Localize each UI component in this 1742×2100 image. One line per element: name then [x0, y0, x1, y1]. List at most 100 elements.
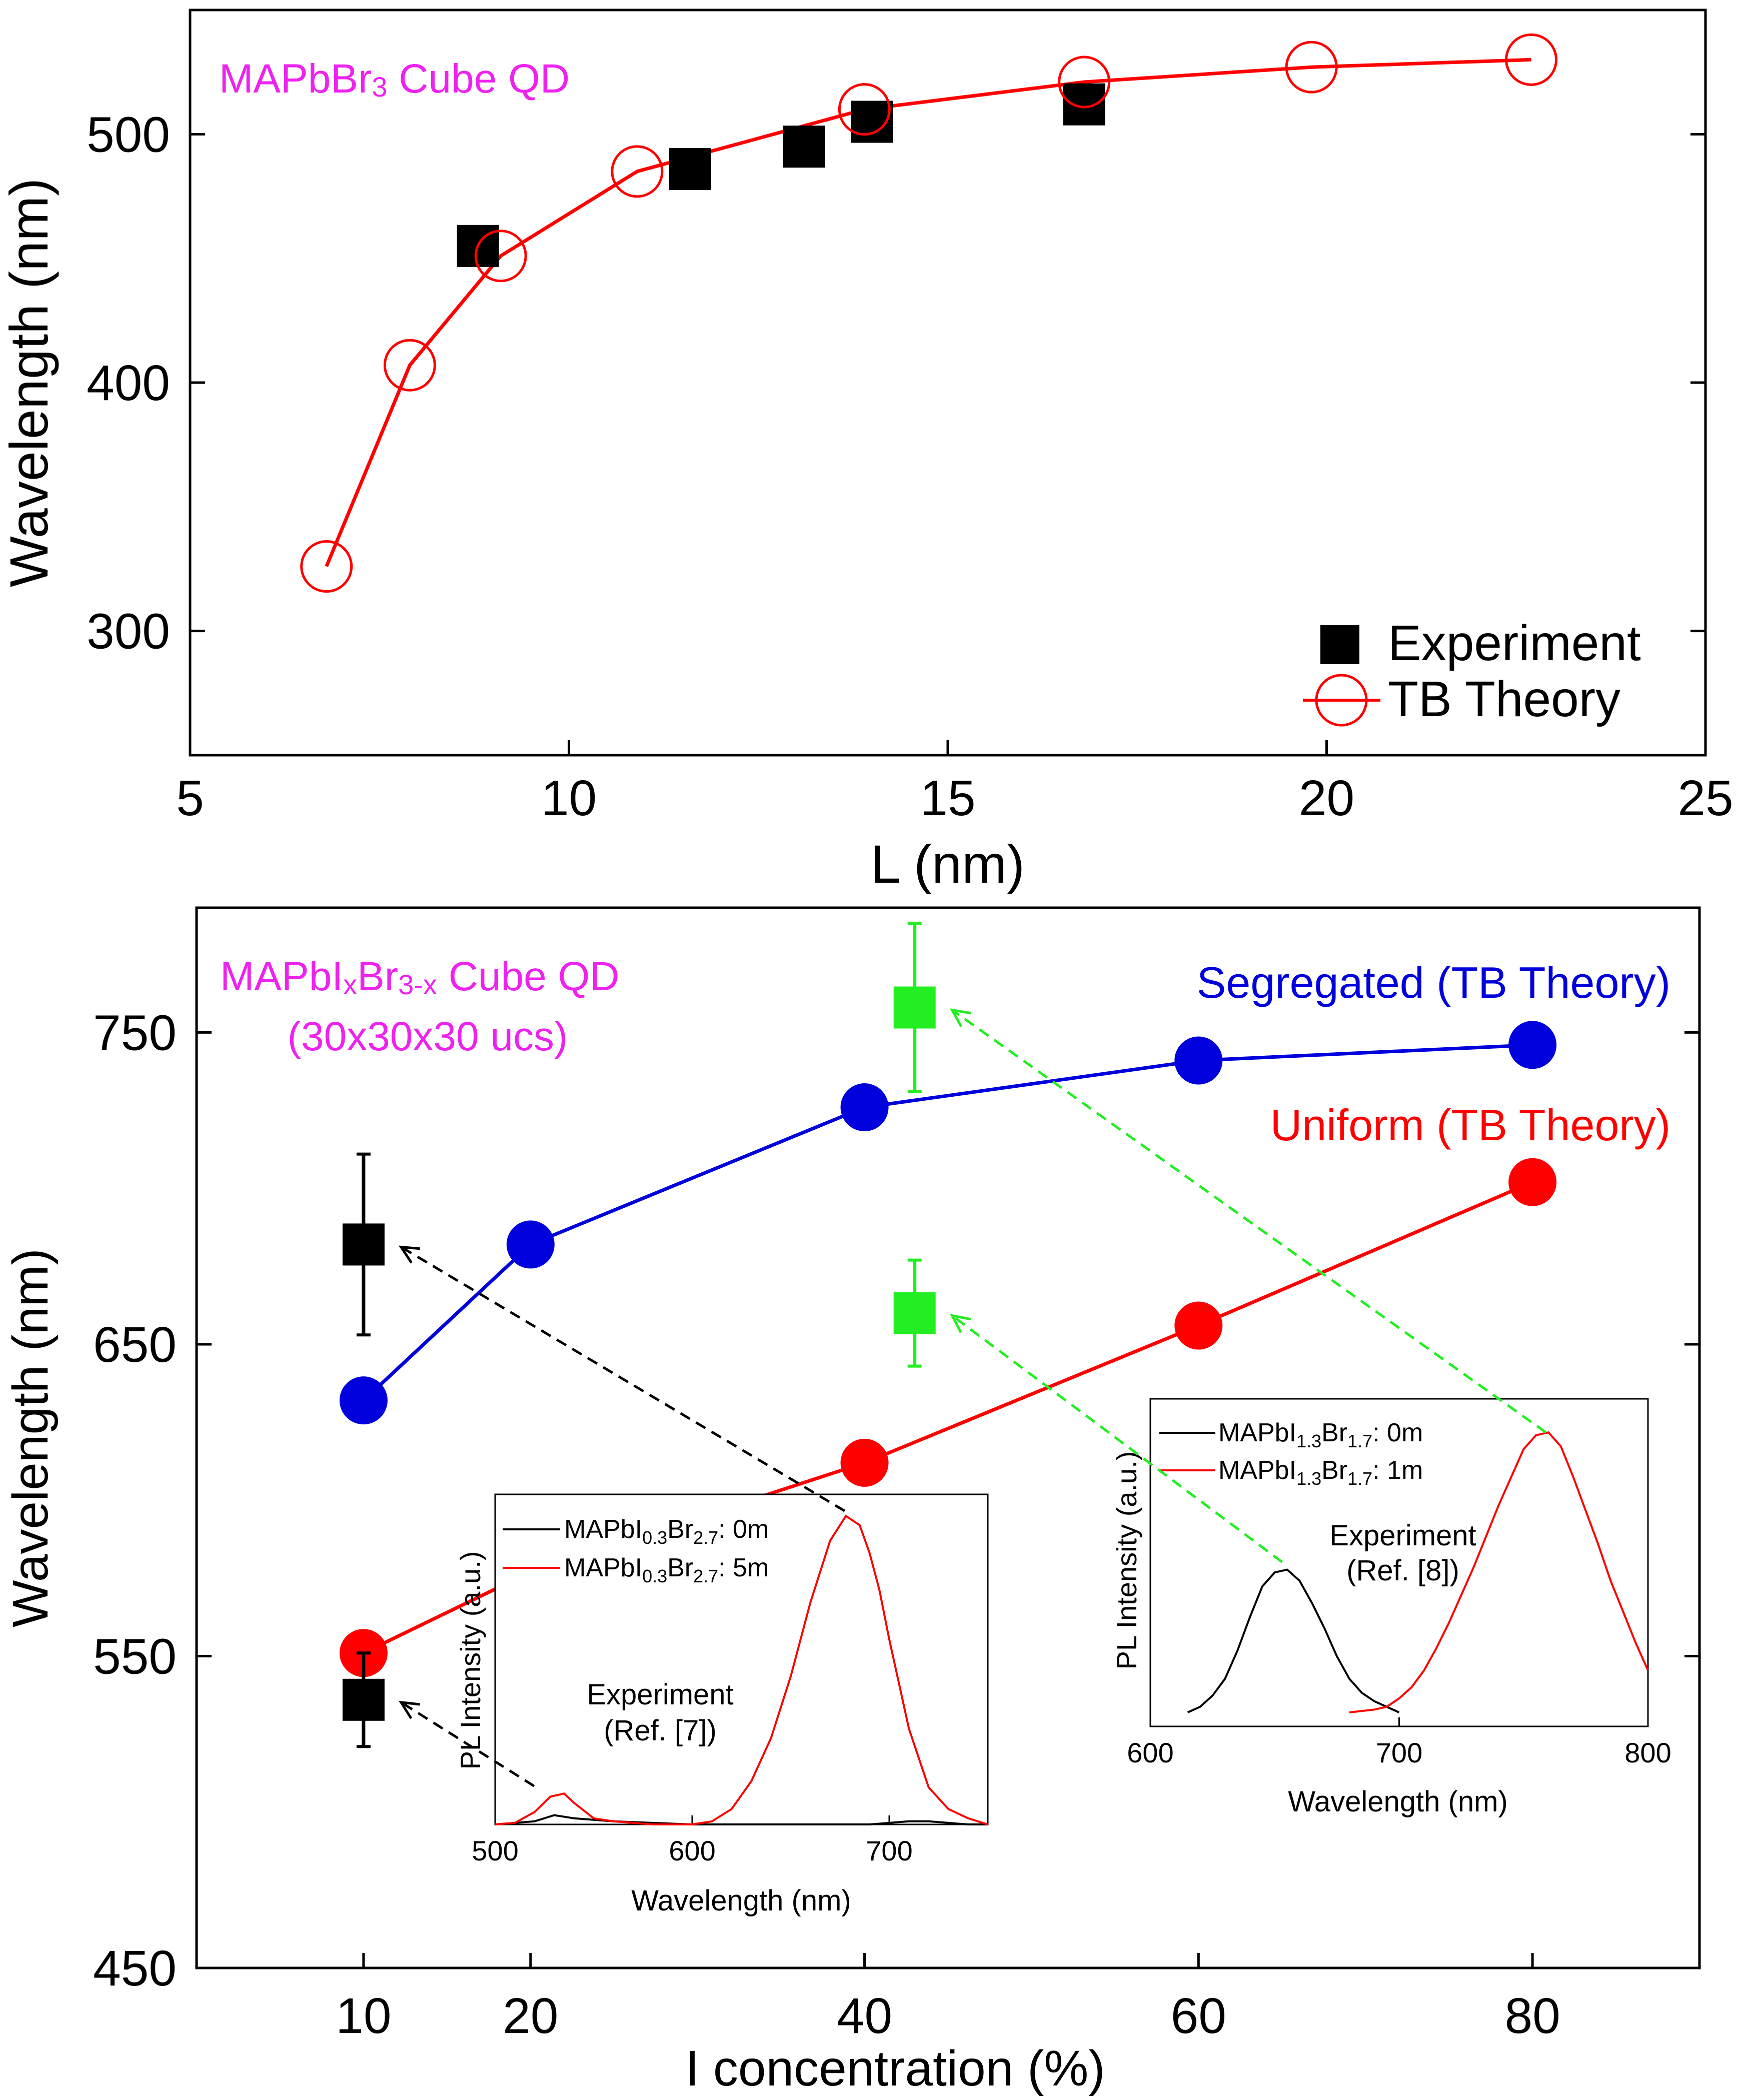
tb-theory-point	[838, 83, 891, 136]
inset2-annotation-line2: (Ref. [8])	[1346, 1554, 1459, 1587]
tb-theory-point	[300, 540, 353, 593]
y-tick-label-500: 500	[87, 107, 170, 163]
arrow-ref7-upper-head	[398, 1245, 420, 1264]
y-tick-label-400: 400	[87, 355, 170, 411]
top-y-axis-label: Wavelength (nm)	[0, 178, 59, 587]
experiment-point	[783, 126, 825, 168]
uniform-label: Uniform (TB Theory)	[1270, 1100, 1670, 1150]
x-tick-label-600: 600	[1127, 1737, 1173, 1768]
bottom-annotation-line2: (30x30x30 ucs)	[288, 1014, 568, 1059]
x-tick-label-10: 10	[336, 1988, 391, 2044]
inset1-legend: MAPbI0.3Br2.7: 0m MAPbI0.3Br2.7: 5m	[503, 1515, 769, 1586]
experiment-ref8-point	[893, 986, 936, 1029]
bottom-y-axis-label: Wavelength (nm)	[3, 1248, 59, 1627]
x-tick-label-5: 5	[176, 770, 204, 826]
arrow-ref8-upper-head	[950, 1008, 971, 1028]
top-legend: Experiment TB Theory	[1303, 615, 1641, 727]
inset1-y-axis-label: PL Intensity (a.u.)	[455, 1551, 486, 1770]
x-tick-label-80: 80	[1504, 1988, 1560, 2044]
top-axis-ticks: 5 10 15 20 25 300 400 500	[87, 107, 1733, 826]
x-tick-label-600: 600	[669, 1835, 715, 1866]
inset1-legend-0m-label: MAPbI0.3Br2.7: 0m	[564, 1515, 769, 1548]
experiment-point	[669, 148, 711, 190]
inset2-legend-0m-label: MAPbI1.3Br1.7: 0m	[1218, 1418, 1423, 1451]
x-tick-label-500: 500	[472, 1835, 518, 1866]
legend-theory-marker	[1315, 674, 1368, 727]
inset1-axis-ticks: 500 600 700	[472, 1815, 913, 1866]
inset2-series-layer	[1187, 1431, 1649, 1713]
arrow-ref8-lower	[951, 1314, 1283, 1563]
connector-arrows	[398, 1008, 1547, 1787]
tb-theory-line	[325, 58, 1531, 567]
inset1-background	[495, 1494, 988, 1824]
arrow-ref7-lower	[400, 1701, 535, 1787]
x-tick-label-700: 700	[866, 1835, 912, 1866]
bottom-plot-frame	[195, 906, 1701, 1969]
bottom-x-axis-label: I concentration (%)	[685, 2040, 1105, 2096]
y-tick-label-550: 550	[93, 1628, 177, 1684]
inset2-legend-1m-label: MAPbI1.3Br1.7: 1m	[1218, 1456, 1423, 1489]
inset2-axis-ticks: 600 700 800	[1127, 1717, 1671, 1768]
arrow-ref8-lower-head	[950, 1314, 971, 1333]
inset2-x-axis-label: Wavelength (nm)	[1288, 1785, 1507, 1818]
arrow-ref8-upper	[951, 1009, 1547, 1434]
inset2-legend: MAPbI1.3Br1.7: 0m MAPbI1.3Br1.7: 1m	[1159, 1418, 1423, 1489]
x-tick-label-20: 20	[503, 1988, 558, 2044]
inset-ref7: 500 600 700 MAPbI0.3Br2.7: 0m MAPbI0.3Br2.…	[455, 1493, 989, 1917]
legend-experiment-label: Experiment	[1388, 615, 1641, 671]
inset1-annotation-line1: Experiment	[587, 1678, 733, 1711]
top-series-layer	[300, 33, 1558, 593]
tb-theory-point	[1058, 56, 1111, 109]
arrow-ref7-lower-head	[399, 1700, 420, 1719]
uniform-point	[1508, 1158, 1557, 1206]
inset1-5m-curve	[495, 1514, 988, 1825]
inset-ref8: 600 700 800 MAPbI1.3Br1.7: 0m MAPbI1.3Br1.…	[1111, 1398, 1671, 1818]
segregated-point	[339, 1376, 388, 1425]
y-tick-label-750: 750	[93, 1005, 177, 1061]
uniform-point	[840, 1438, 889, 1487]
x-tick-label-15: 15	[920, 770, 975, 826]
segregated-point	[1508, 1021, 1557, 1069]
x-tick-label-60: 60	[1171, 1988, 1226, 2044]
tb-theory-point	[474, 230, 527, 283]
experiment-point	[1063, 83, 1105, 126]
y-tick-label-650: 650	[93, 1317, 177, 1373]
experiment-ref7-point	[342, 1223, 385, 1266]
y-tick-label-300: 300	[87, 604, 170, 660]
x-tick-label-10: 10	[541, 770, 597, 826]
y-tick-label-450: 450	[93, 1940, 177, 1996]
inset1-x-axis-label: Wavelength (nm)	[631, 1884, 851, 1917]
inset1-annotation-line2: (Ref. [7])	[604, 1714, 717, 1747]
inset1-series-layer	[495, 1514, 988, 1825]
segregated-point	[506, 1220, 555, 1269]
inset2-y-axis-label: PL Intensity (a.u.)	[1111, 1451, 1142, 1670]
inset2-1m-curve	[1349, 1431, 1649, 1713]
top-chart: 5 10 15 20 25 300 400 500 MAPbBr3 Cube QD L (nm…	[0, 9, 1733, 894]
tb-theory-point	[1505, 33, 1558, 86]
top-annotation: MAPbBr3 Cube QD	[219, 56, 570, 103]
inset1-0m-curve	[495, 1814, 988, 1825]
top-x-axis-label: L (nm)	[871, 834, 1025, 894]
arrow-ref7-upper	[400, 1246, 846, 1512]
segregated-point	[1174, 1036, 1223, 1085]
bottom-axis-ticks: 10 20 40 60 80 450 550 650 750	[93, 1005, 1699, 2044]
x-tick-label-800: 800	[1624, 1737, 1671, 1768]
legend-theory-label: TB Theory	[1388, 671, 1620, 727]
inset2-annotation-line1: Experiment	[1329, 1519, 1476, 1552]
x-tick-label-20: 20	[1299, 770, 1354, 826]
tb-theory-point	[611, 145, 664, 198]
x-tick-label-700: 700	[1376, 1737, 1422, 1768]
segregated-point	[840, 1083, 889, 1132]
segregated-label: Segregated (TB Theory)	[1197, 958, 1670, 1007]
experiment-ref8-point	[893, 1292, 936, 1334]
experiment-ref7-point	[342, 1678, 385, 1721]
tb-theory-point	[383, 339, 436, 392]
tb-theory-point	[1285, 41, 1338, 94]
bottom-annotation-line1: MAPbIxBr3-x Cube QD	[220, 954, 620, 1000]
legend-experiment-marker	[1320, 625, 1359, 664]
uniform-point	[1174, 1301, 1223, 1350]
inset2-0m-curve	[1187, 1568, 1400, 1713]
x-tick-label-40: 40	[837, 1988, 892, 2044]
x-tick-label-25: 25	[1677, 770, 1733, 826]
